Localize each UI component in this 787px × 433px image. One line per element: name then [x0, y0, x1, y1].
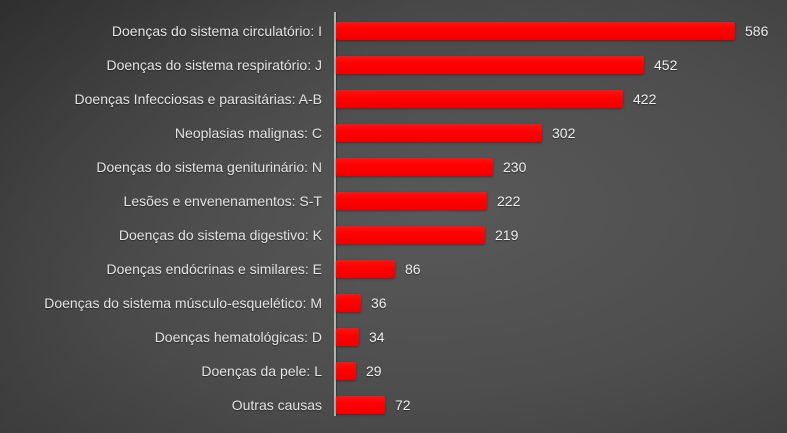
bar [336, 22, 735, 40]
bar-row: Doenças Infecciosas e parasitárias: A-B 4… [0, 82, 787, 116]
value-label: 230 [503, 159, 527, 175]
bar-row: Doenças do sistema respiratório: J 452 [0, 48, 787, 82]
bar [336, 124, 542, 142]
plot-area: 230 [322, 158, 787, 176]
category-label: Doenças do sistema músculo-esquelético: … [44, 295, 322, 311]
bar [336, 260, 395, 278]
value-label: 452 [654, 57, 678, 73]
value-label: 422 [633, 91, 657, 107]
category-label: Doenças Infecciosas e parasitárias: A-B [74, 91, 322, 107]
category-label: Doenças da pele: L [201, 363, 322, 379]
category-axis-line [334, 12, 336, 416]
plot-area: 29 [322, 362, 787, 380]
plot-area: 219 [322, 226, 787, 244]
bar-row: Doenças do sistema circulatório: I 586 [0, 14, 787, 48]
plot-area: 34 [322, 328, 787, 346]
plot-area: 452 [322, 56, 787, 74]
bar [336, 226, 485, 244]
bar-row: Lesões e envenenamentos: S-T 222 [0, 184, 787, 218]
bar [336, 328, 359, 346]
value-label: 36 [371, 295, 387, 311]
value-label: 219 [495, 227, 519, 243]
bar [336, 192, 487, 210]
plot-area: 586 [322, 22, 787, 40]
bar-row: Doenças do sistema digestivo: K 219 [0, 218, 787, 252]
bar-row: Doenças do sistema geniturinário: N 230 [0, 150, 787, 184]
bar [336, 158, 493, 176]
category-label: Lesões e envenenamentos: S-T [123, 193, 322, 209]
bar-row: Neoplasias malignas: C 302 [0, 116, 787, 150]
value-label: 86 [405, 261, 421, 277]
value-label: 586 [745, 23, 769, 39]
bar-row: Doenças endócrinas e similares: E 86 [0, 252, 787, 286]
category-label: Doenças do sistema circulatório: I [111, 23, 322, 39]
category-label: Doenças do sistema respiratório: J [106, 57, 322, 73]
category-label: Doenças endócrinas e similares: E [106, 261, 322, 277]
bar [336, 362, 356, 380]
plot-area: 86 [322, 260, 787, 278]
category-label: Doenças do sistema geniturinário: N [96, 159, 322, 175]
category-label: Neoplasias malignas: C [174, 125, 322, 141]
chart-rows: Doenças do sistema circulatório: I 586 Doe… [0, 14, 787, 422]
value-label: 72 [395, 397, 411, 413]
bar-row: Doenças da pele: L 29 [0, 354, 787, 388]
value-label: 222 [497, 193, 521, 209]
bar [336, 396, 385, 414]
plot-area: 302 [322, 124, 787, 142]
value-label: 29 [366, 363, 382, 379]
bar-row: Outras causas 72 [0, 388, 787, 422]
plot-area: 36 [322, 294, 787, 312]
plot-area: 72 [322, 396, 787, 414]
category-label: Doenças do sistema digestivo: K [118, 227, 322, 243]
category-label: Doenças hematológicas: D [154, 329, 322, 345]
bar [336, 294, 361, 312]
bar-row: Doenças do sistema músculo-esquelético: … [0, 286, 787, 320]
bar [336, 56, 644, 74]
plot-area: 222 [322, 192, 787, 210]
value-label: 34 [369, 329, 385, 345]
bar [336, 90, 623, 108]
bar-row: Doenças hematológicas: D 34 [0, 320, 787, 354]
plot-area: 422 [322, 90, 787, 108]
value-label: 302 [552, 125, 576, 141]
category-label: Outras causas [231, 397, 322, 413]
